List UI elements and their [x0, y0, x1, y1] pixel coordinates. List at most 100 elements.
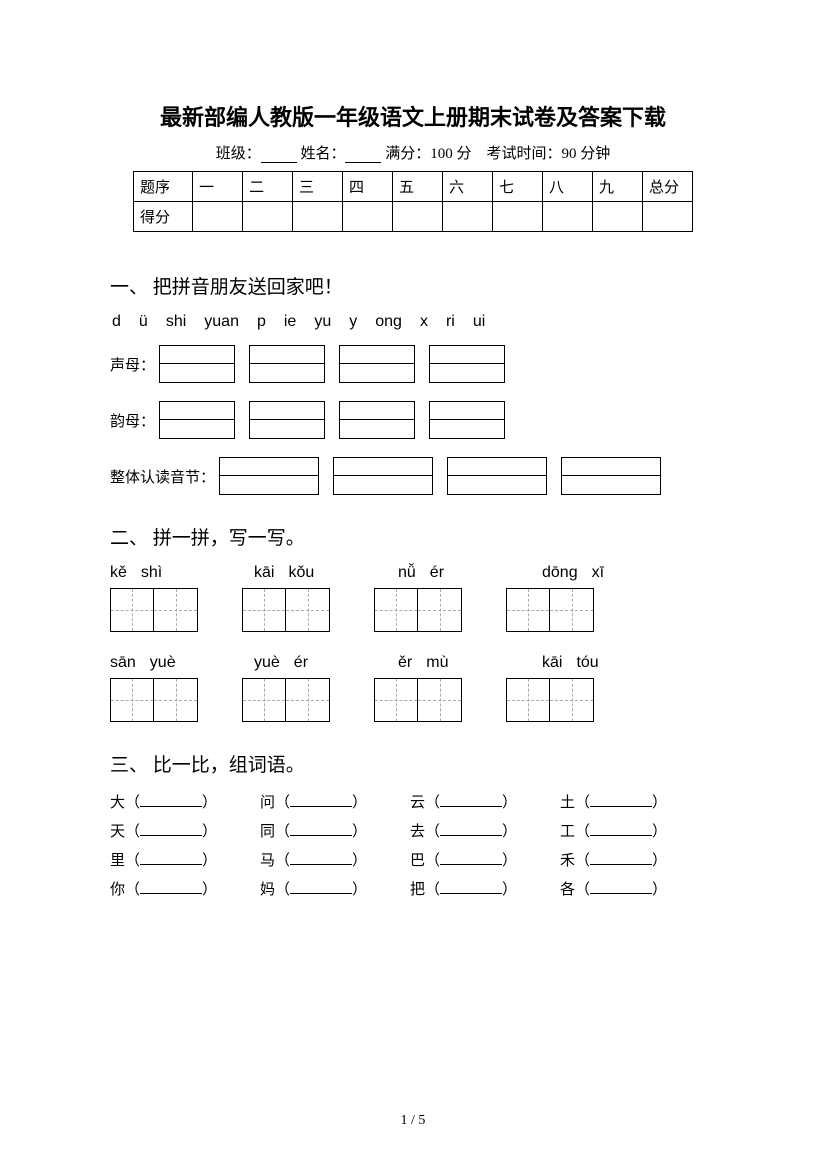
paren-open: （ — [575, 820, 590, 841]
score-value-row: 得分 — [134, 202, 693, 232]
pinyin-item: y — [349, 313, 357, 331]
paren-open: （ — [275, 791, 290, 812]
name-label: 姓名： — [300, 146, 345, 162]
pinyin: tóu — [576, 654, 598, 672]
col-9: 九 — [592, 172, 642, 202]
pinyin-pair: nǚér — [398, 564, 498, 582]
pinyin-pair: ěrmù — [398, 654, 498, 672]
paren-open: （ — [575, 791, 590, 812]
answer-blank — [290, 793, 352, 807]
col-3: 三 — [293, 172, 343, 202]
pinyin: yuè — [254, 654, 280, 672]
pinyin-item: ui — [473, 313, 485, 331]
answer-box — [219, 457, 319, 495]
score-cell — [542, 202, 592, 232]
compare-item: 问（） — [260, 791, 410, 812]
score-cell — [492, 202, 542, 232]
compare-row: 大（）问（）云（）土（） — [110, 791, 716, 812]
compare-char: 工 — [560, 820, 575, 841]
zhengti-boxes — [219, 457, 661, 495]
answer-blank — [290, 822, 352, 836]
score-cell — [293, 202, 343, 232]
pinyin: kāi — [542, 654, 562, 672]
tzg-pair — [110, 588, 198, 632]
paren-close: ） — [652, 791, 667, 812]
pinyin: kāi — [254, 564, 274, 582]
compare-char: 大 — [110, 791, 125, 812]
score-table: 题序 一 二 三 四 五 六 七 八 九 总分 得分 — [133, 171, 693, 232]
tzg-pair — [242, 588, 330, 632]
section1-heading: 一、 把拼音朋友送回家吧！ — [110, 272, 716, 299]
compare-char: 巴 — [410, 849, 425, 870]
answer-blank — [140, 880, 202, 894]
class-blank — [261, 149, 297, 163]
col-4: 四 — [343, 172, 393, 202]
answer-blank — [440, 822, 502, 836]
paren-close: ） — [352, 820, 367, 841]
score-header-row: 题序 一 二 三 四 五 六 七 八 九 总分 — [134, 172, 693, 202]
answer-box — [429, 401, 505, 439]
answer-box — [339, 401, 415, 439]
pinyin-item: p — [257, 313, 266, 331]
paren-close: ） — [202, 820, 217, 841]
pinyin: kǒu — [288, 564, 314, 582]
paren-open: （ — [425, 878, 440, 899]
paren-open: （ — [125, 791, 140, 812]
compare-char: 云 — [410, 791, 425, 812]
paren-open: （ — [575, 878, 590, 899]
paren-open: （ — [425, 820, 440, 841]
compare-container: 大（）问（）云（）土（）天（）同（）去（）工（）里（）马（）巴（）禾（）你（）妈… — [110, 791, 716, 899]
pinyin-item: d — [112, 313, 121, 331]
answer-blank — [440, 793, 502, 807]
compare-char: 天 — [110, 820, 125, 841]
tian-zi-ge — [418, 588, 462, 632]
answer-blank — [590, 793, 652, 807]
pinyin-item: yuan — [204, 313, 239, 331]
pinyin-row-2: sānyuè yuèér ěrmù kāitóu — [110, 654, 716, 672]
tzg-pair — [242, 678, 330, 722]
compare-char: 妈 — [260, 878, 275, 899]
paren-close: ） — [352, 791, 367, 812]
compare-char: 你 — [110, 878, 125, 899]
pinyin: ér — [294, 654, 308, 672]
compare-char: 同 — [260, 820, 275, 841]
pinyin-item: ü — [139, 313, 148, 331]
pinyin: ěr — [398, 654, 412, 672]
compare-item: 巴（） — [410, 849, 560, 870]
pinyin-pair: kāikǒu — [254, 564, 354, 582]
shengmu-boxes — [159, 345, 505, 383]
yunmu-boxes — [159, 401, 505, 439]
answer-blank — [590, 880, 652, 894]
pinyin-list: d ü shi yuan p ie yu y ong x ri ui — [110, 313, 716, 331]
tian-zi-ge — [374, 588, 418, 632]
paren-open: （ — [125, 820, 140, 841]
tzg-pair — [506, 588, 594, 632]
tzg-row-2 — [110, 678, 716, 722]
fullscore-label: 满分： — [385, 146, 430, 162]
paren-close: ） — [202, 849, 217, 870]
section2-heading: 二、 拼一拼，写一写。 — [110, 523, 716, 550]
answer-box — [249, 401, 325, 439]
score-row-first: 得分 — [134, 202, 193, 232]
doc-title: 最新部编人教版一年级语文上册期末试卷及答案下载 — [110, 100, 716, 132]
compare-char: 里 — [110, 849, 125, 870]
tian-zi-ge — [286, 678, 330, 722]
tzg-row-1 — [110, 588, 716, 632]
compare-char: 各 — [560, 878, 575, 899]
compare-item: 妈（） — [260, 878, 410, 899]
score-cell — [592, 202, 642, 232]
tzg-pair — [506, 678, 594, 722]
tian-zi-ge — [374, 678, 418, 722]
score-cell — [443, 202, 493, 232]
paren-close: ） — [502, 820, 517, 841]
page: 最新部编人教版一年级语文上册期末试卷及答案下载 班级： 姓名： 满分：100 分… — [0, 0, 826, 1169]
name-blank — [345, 149, 381, 163]
answer-blank — [590, 851, 652, 865]
compare-item: 你（） — [110, 878, 260, 899]
paren-close: ） — [352, 849, 367, 870]
compare-item: 各（） — [560, 878, 710, 899]
page-number: 1 / 5 — [0, 1113, 826, 1129]
tian-zi-ge — [154, 678, 198, 722]
tian-zi-ge — [506, 588, 550, 632]
answer-blank — [290, 880, 352, 894]
